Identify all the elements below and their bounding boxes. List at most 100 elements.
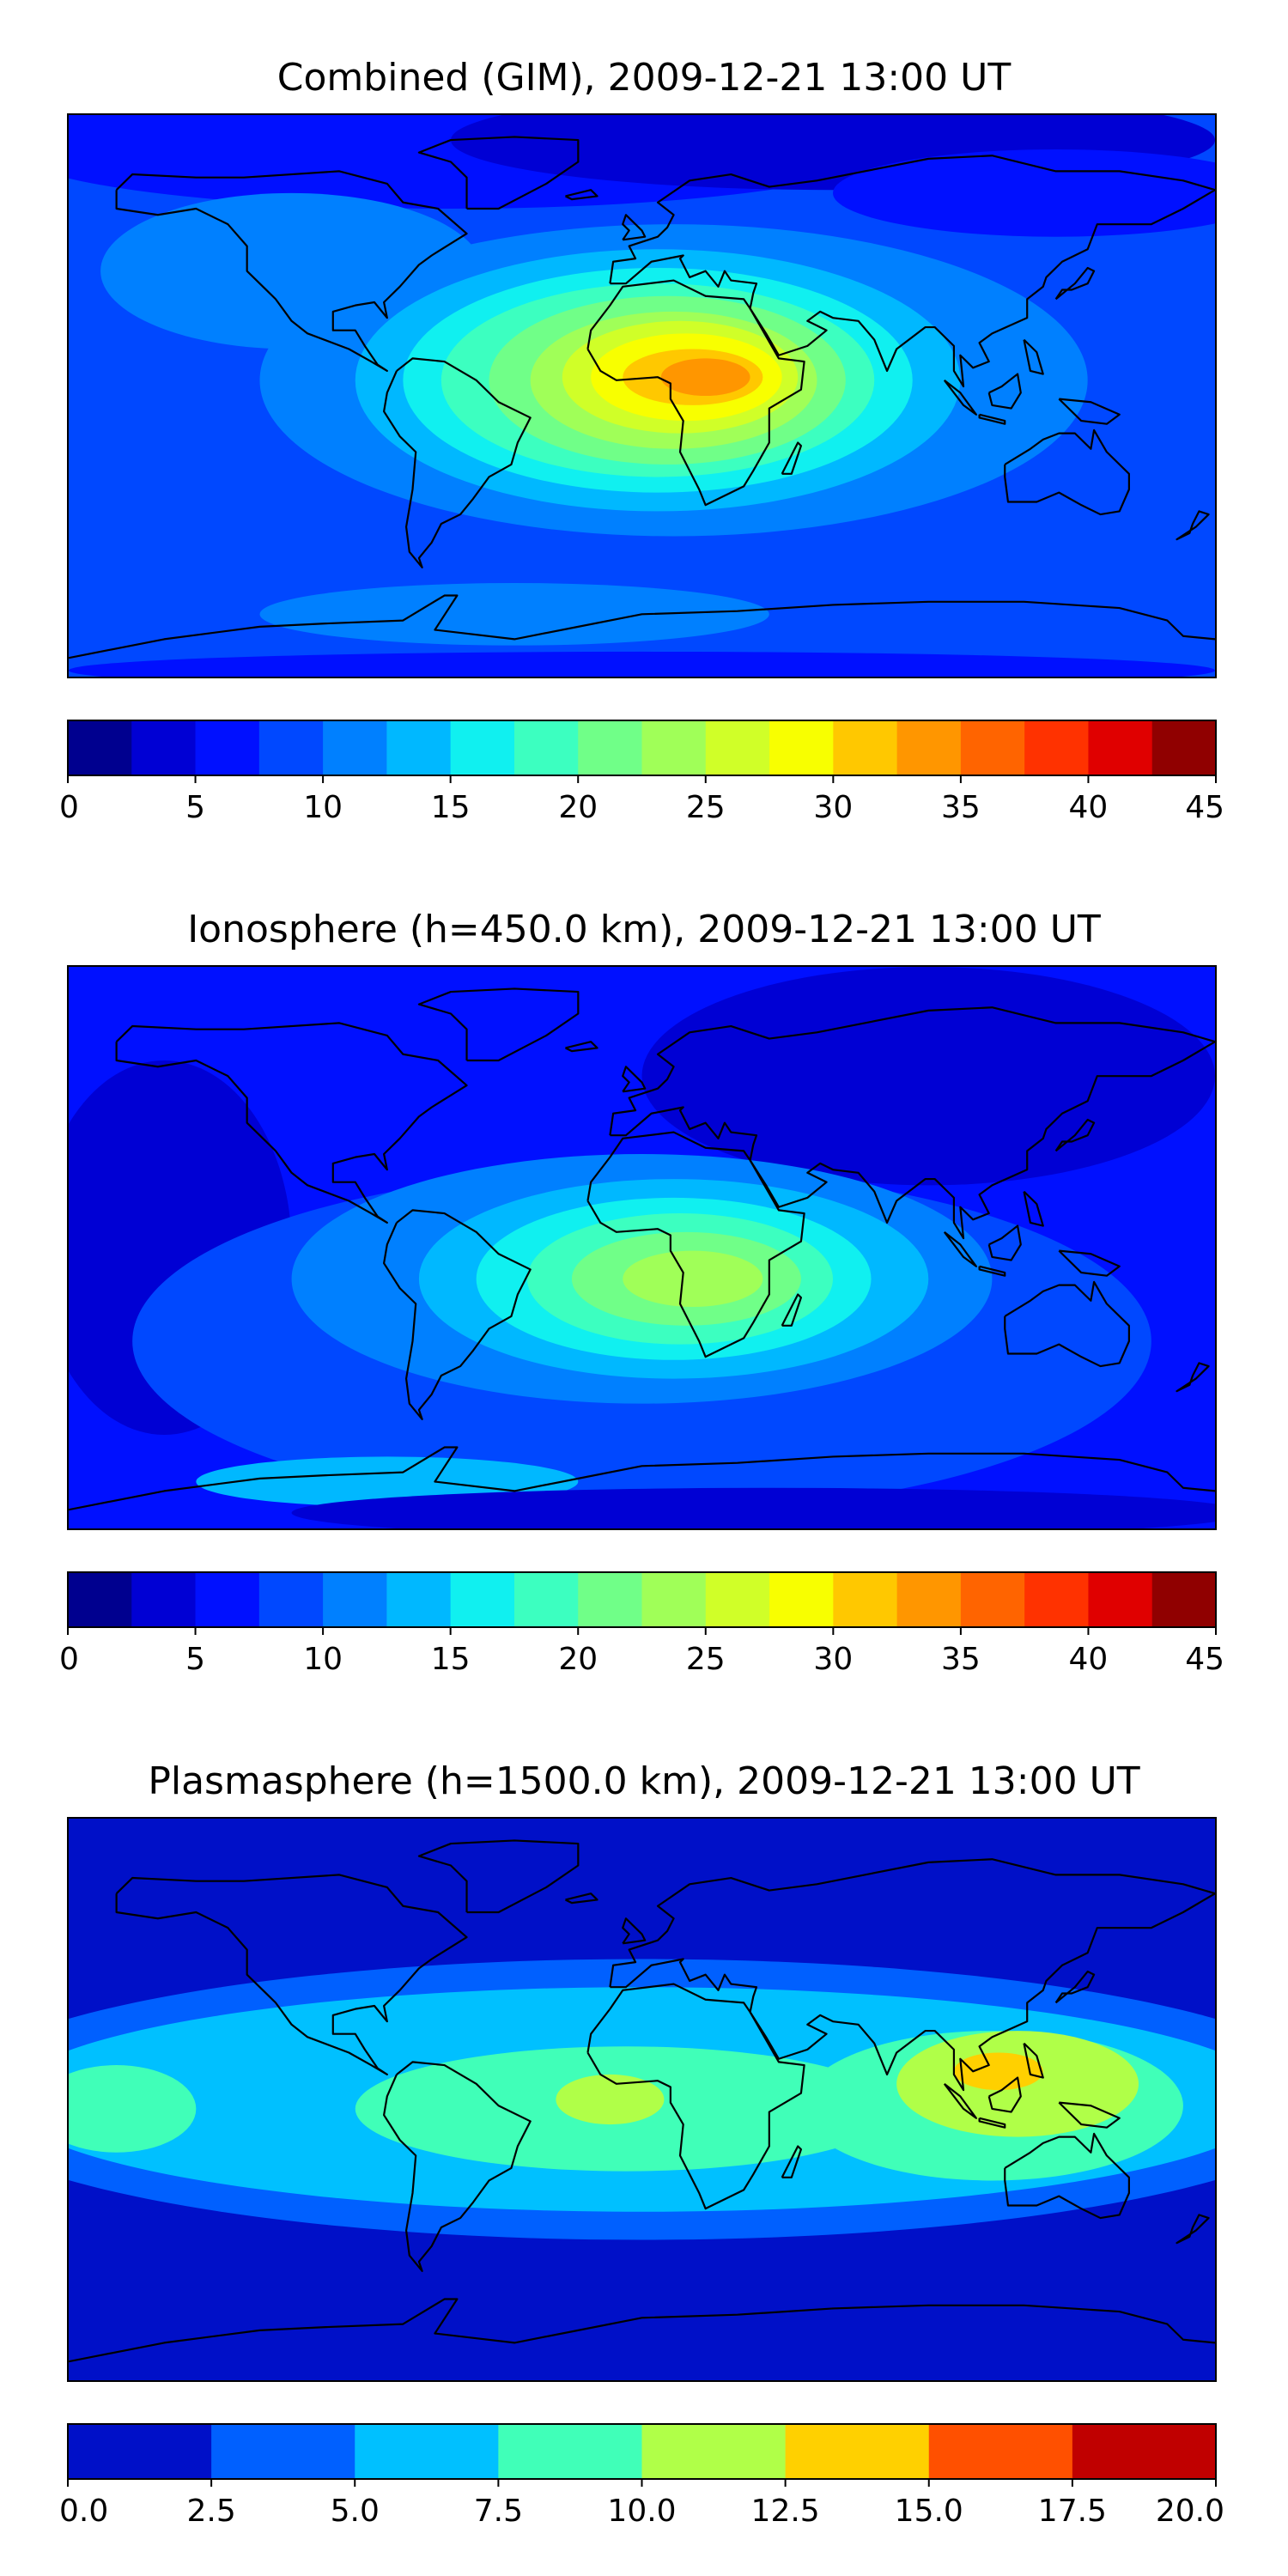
coastline	[989, 2078, 1021, 2112]
colorbar-tick-label: 35	[941, 790, 981, 825]
colorbar-tick-label: 15.0	[895, 2494, 963, 2529]
tec-contour-region	[660, 358, 750, 396]
colorbar-segment	[323, 1572, 387, 1627]
coastline	[980, 2118, 1005, 2128]
coastline	[623, 215, 645, 240]
colorbar-segment	[641, 720, 707, 775]
coastline	[1005, 1282, 1129, 1366]
colorbar-border	[67, 2423, 1217, 2480]
coastline	[117, 171, 467, 371]
coastline	[1005, 2134, 1129, 2218]
colorbar-segment	[1088, 720, 1153, 775]
coastline	[989, 374, 1021, 409]
tec-contour-region	[69, 2065, 197, 2153]
colorbar-border	[67, 1571, 1217, 1628]
colorbar-segment	[896, 720, 962, 775]
colorbar-tick-label: 0.0	[59, 2494, 108, 2529]
coastline	[69, 2300, 1215, 2362]
colorbar-segment	[960, 720, 1025, 775]
coastline	[566, 1893, 598, 1903]
coastline	[587, 1133, 804, 1358]
tec-contour-region	[69, 651, 1215, 677]
tec-contour-region	[953, 2052, 1043, 2091]
colorbar-segment	[355, 2424, 499, 2479]
colorbar-segment	[578, 720, 642, 775]
world-map-ionosphere	[67, 965, 1217, 1530]
colorbar-segment	[785, 2424, 930, 2479]
tec-contour-map	[69, 115, 1215, 677]
colorbar-tick-label: 5.0	[331, 2494, 380, 2529]
coastline	[587, 281, 804, 506]
colorbar-segment	[386, 1572, 452, 1627]
coastline	[989, 1226, 1021, 1261]
colorbar-segment	[1072, 2424, 1217, 2479]
colorbar-segment	[1088, 1572, 1153, 1627]
colorbar-segment	[1024, 720, 1089, 775]
coastline	[610, 1859, 1215, 2090]
colorbar-tick-label: 10	[303, 790, 343, 825]
colorbar-segment	[833, 720, 898, 775]
colorbar-segment	[641, 1572, 707, 1627]
colorbar-segment	[131, 1572, 197, 1627]
colorbar-segment	[769, 720, 834, 775]
colorbar-segment	[68, 720, 132, 775]
coastline	[117, 1023, 467, 1223]
colorbar-segment	[195, 720, 260, 775]
colorbar-tick-label: 45	[1185, 1642, 1224, 1677]
colorbar-tick-label: 15	[431, 1642, 471, 1677]
coastline	[566, 190, 598, 199]
colorbar-tick-label: 40	[1069, 1642, 1109, 1677]
coastline	[782, 1295, 801, 1326]
coastline	[1024, 2044, 1043, 2078]
coastline	[945, 380, 976, 415]
colorbar-segment	[705, 720, 770, 775]
colorbar-segment	[258, 1572, 324, 1627]
world-map-combined	[67, 113, 1217, 678]
coastline	[1056, 268, 1095, 299]
coastline	[419, 988, 578, 1060]
colorbar-segment	[960, 1572, 1025, 1627]
colorbar-tick-label: 2.5	[186, 2494, 235, 2529]
colorbar-tick-label: 30	[813, 1642, 853, 1677]
colorbar-segment	[1024, 1572, 1089, 1627]
colorbar-scale: 0.0 2.5 5.0 7.5 10.0 12.5 15.0 17.5 20.0	[59, 2423, 1224, 2529]
colorbar-segment	[68, 2424, 212, 2479]
coastline	[1177, 2215, 1209, 2243]
coastline	[1024, 1192, 1043, 1226]
colorbar-tick-label: 30	[813, 790, 853, 825]
colorbar-segment	[131, 720, 197, 775]
world-map-plasmasphere	[67, 1817, 1217, 2382]
colorbar-tick-label: 12.5	[751, 2494, 820, 2529]
colorbar-segment	[498, 2424, 642, 2479]
colorbar-tick-label: 40	[1069, 790, 1109, 825]
colorbar-segment	[211, 2424, 355, 2479]
coastline	[384, 1210, 531, 1419]
colorbar-segment	[258, 720, 324, 775]
colorbar-tick-label: 0	[59, 1642, 79, 1677]
coastline	[587, 1984, 804, 2209]
coastline	[980, 1267, 1005, 1276]
coastline	[980, 415, 1005, 424]
tec-contour-map	[69, 967, 1215, 1528]
colorbar-plasmasphere: 0.0 2.5 5.0 7.5 10.0 12.5 15.0 17.5 20.0	[59, 2423, 1224, 2529]
colorbar-tick-label: 5	[185, 790, 205, 825]
coastline	[1056, 1971, 1095, 2002]
coastline	[1059, 2103, 1119, 2128]
coastline	[1056, 1120, 1095, 1151]
colorbar-segment	[769, 1572, 834, 1627]
colorbar-segment	[641, 2424, 787, 2479]
colorbar-ionosphere: 0 5 10 15 20 25 30 35 40 45	[59, 1571, 1224, 1677]
coastline	[610, 1007, 1215, 1238]
coastline	[419, 1840, 578, 1912]
panel-title: Combined (GIM), 2009-12-21 13:00 UT	[276, 56, 1012, 100]
coastline	[1024, 340, 1043, 374]
colorbar-tick-label: 20	[558, 790, 598, 825]
coastline	[69, 1448, 1215, 1510]
coastline	[623, 1918, 645, 1943]
colorbar-segment	[896, 1572, 962, 1627]
colorbar-tick-label: 10	[303, 1642, 343, 1677]
coastline	[117, 1874, 467, 2075]
colorbar-scale: 0 5 10 15 20 25 30 35 40 45	[59, 720, 1224, 825]
colorbar-tick-label: 10.0	[607, 2494, 676, 2529]
colorbar-combined: 0 5 10 15 20 25 30 35 40 45	[59, 720, 1224, 825]
